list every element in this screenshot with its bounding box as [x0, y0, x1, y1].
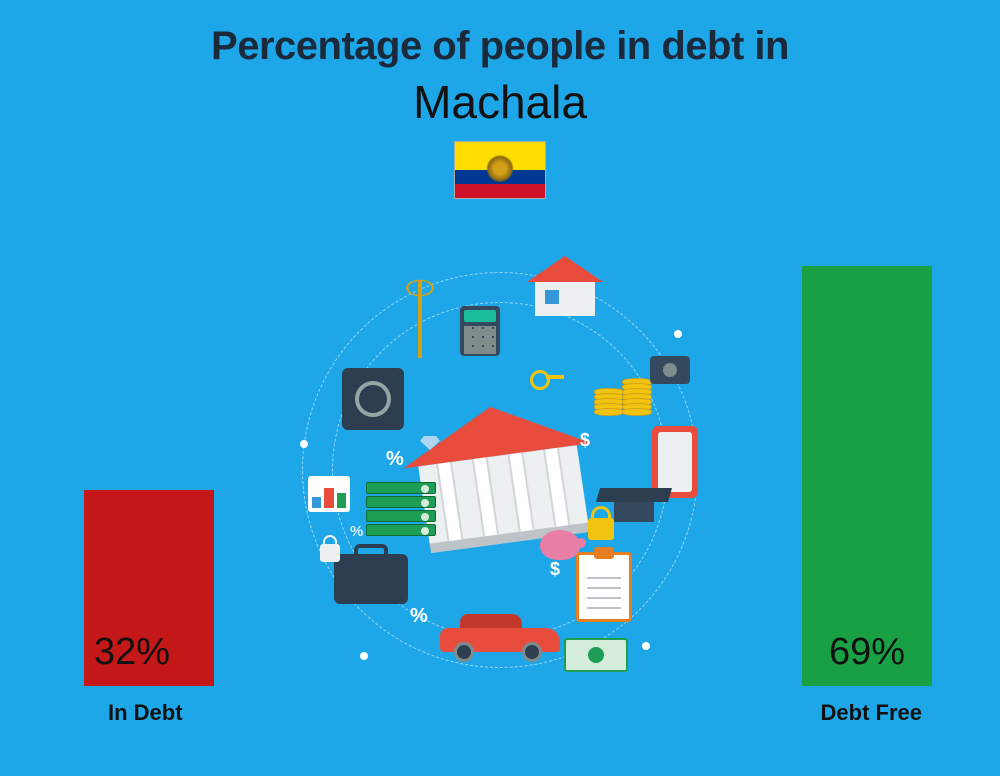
- calculator-icon: [460, 306, 500, 356]
- house-icon: [530, 256, 600, 316]
- dollar-sign-icon: $: [550, 559, 560, 580]
- orbit-dot-icon: [674, 330, 682, 338]
- key-icon: [530, 370, 564, 384]
- money-stack-icon: [366, 480, 436, 540]
- ecuador-flag: [454, 141, 546, 199]
- caduceus-icon: [410, 280, 430, 358]
- percent-icon: %: [350, 523, 363, 540]
- bar-debt-free-rect: 69%: [802, 266, 932, 686]
- orbit-dot-icon: [360, 652, 368, 660]
- lock-icon: [320, 544, 340, 562]
- coins-icon: [594, 352, 652, 416]
- briefcase-icon: [334, 554, 408, 604]
- piggy-bank-icon: [540, 530, 580, 560]
- bar-debt-free-value: 69%: [802, 631, 932, 674]
- flag-stripe-red: [455, 184, 545, 198]
- bar-debt-free: 69%: [802, 266, 932, 686]
- flag-emblem-icon: [486, 155, 514, 183]
- bill-icon: [564, 638, 628, 672]
- dollar-sign-icon: $: [580, 430, 590, 451]
- bar-debt-free-label: Debt Free: [821, 700, 922, 726]
- page-subtitle: Machala: [0, 75, 1000, 129]
- finance-illustration: % % % $ $: [290, 260, 710, 680]
- chart-icon: [308, 476, 350, 512]
- percent-icon: %: [410, 605, 428, 628]
- bar-in-debt-label: In Debt: [108, 700, 183, 726]
- car-icon: [440, 614, 560, 662]
- clipboard-icon: [576, 552, 632, 622]
- safe-icon: [342, 368, 404, 430]
- orbit-dot-icon: [642, 642, 650, 650]
- camera-icon: [650, 356, 690, 384]
- orbit-dot-icon: [300, 440, 308, 448]
- padlock-icon: [588, 518, 614, 540]
- bar-in-debt: 32%: [84, 490, 214, 686]
- bar-in-debt-value: 32%: [84, 631, 214, 674]
- bar-in-debt-rect: 32%: [84, 490, 214, 686]
- page-title: Percentage of people in debt in: [0, 0, 1000, 69]
- percent-icon: %: [386, 448, 404, 471]
